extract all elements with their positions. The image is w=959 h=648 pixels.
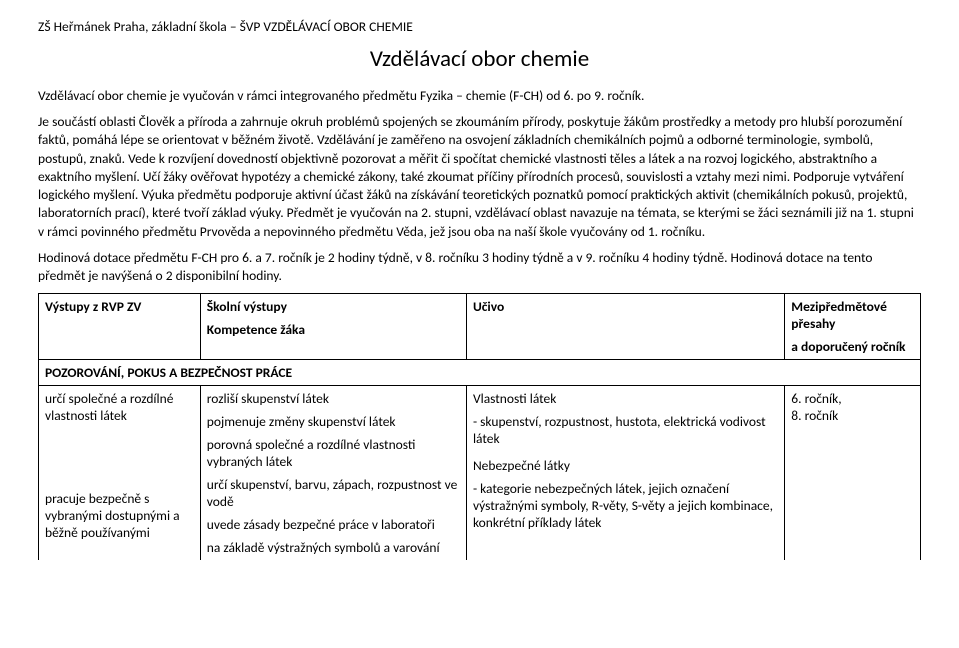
cell-text: na základě výstražných symbolů a varován… [207,539,460,556]
col-header-vystupy-rvp: Výstupy z RVP ZV [39,294,201,360]
cell-text: určí společné a rozdílné vlastnosti láte… [45,390,194,424]
section-row: POZOROVÁNÍ, POKUS A BEZPEČNOST PRÁCE [39,360,921,386]
cell-text: pojmenuje změny skupenství látek [207,413,460,430]
col-header-ucivo: Učivo [466,294,784,360]
col-header-line: Kompetence žáka [207,321,460,338]
header-line: ZŠ Heřmánek Praha, základní škola – ŠVP … [38,18,921,35]
cell-text: rozliší skupenství látek [207,390,460,407]
cell-text: - kategorie nebezpečných látek, jejich o… [473,480,778,531]
cell-text: Nebezpečné látky [473,457,778,474]
col-header-skolni-vystupy: Školní výstupy Kompetence žáka [200,294,466,360]
section-title: POZOROVÁNÍ, POKUS A BEZPEČNOST PRÁCE [39,360,921,386]
intro-paragraph-3: Hodinová dotace předmětu F-CH pro 6. a 7… [38,249,921,285]
col-header-line: a doporučený ročník [791,338,914,355]
col-header-line: Mezipředmětové přesahy [791,298,914,332]
table-header-row: Výstupy z RVP ZV Školní výstupy Kompeten… [39,294,921,360]
curriculum-table: Výstupy z RVP ZV Školní výstupy Kompeten… [38,293,921,560]
cell-text: pracuje bezpečně s vybranými dostupnými … [45,490,194,541]
col-header-line: Školní výstupy [207,298,460,315]
table-row: určí společné a rozdílné vlastnosti láte… [39,386,921,561]
cell-rocnik: 6. ročník, 8. ročník [785,386,921,561]
intro-paragraph-1: Vzdělávací obor chemie je vyučován v rám… [38,87,921,105]
page-title: Vzdělávací obor chemie [38,45,921,73]
cell-text: - skupenství, rozpustnost, hustota, elek… [473,413,778,447]
cell-text: porovná společné a rozdílné vlastnosti v… [207,436,460,470]
cell-skolni-vystupy: rozliší skupenství látek pojmenuje změny… [200,386,466,561]
col-header-presahy: Mezipředmětové přesahy a doporučený ročn… [785,294,921,360]
cell-text: určí skupenství, barvu, zápach, rozpustn… [207,476,460,510]
cell-ucivo: Vlastnosti látek - skupenství, rozpustno… [466,386,784,561]
cell-vystupy-rvp: určí společné a rozdílné vlastnosti láte… [39,386,201,561]
cell-text: uvede zásady bezpečné práce v laboratoři [207,516,460,533]
intro-paragraph-2: Je součástí oblasti Člověk a příroda a z… [38,113,921,241]
cell-text: Vlastnosti látek [473,390,778,407]
page: ZŠ Heřmánek Praha, základní škola – ŠVP … [0,0,959,560]
